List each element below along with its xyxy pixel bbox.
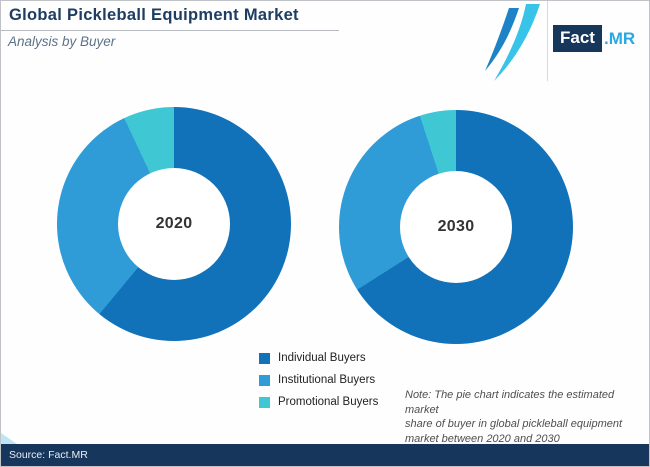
title-underline xyxy=(1,30,339,31)
legend: Individual Buyers Institutional Buyers P… xyxy=(259,347,378,413)
legend-swatch-institutional xyxy=(259,374,270,386)
footnote-line-2: share of buyer in global pickleball equi… xyxy=(405,418,623,430)
footnote-line-3: market between 2020 and 2030 xyxy=(405,432,560,445)
legend-label-institutional: Institutional Buyers xyxy=(278,374,376,386)
legend-item-individual: Individual Buyers xyxy=(259,347,378,369)
swoosh-cyan-shape xyxy=(494,4,540,81)
corner-accent-shape xyxy=(1,433,17,444)
page-subtitle: Analysis by Buyer xyxy=(8,34,116,49)
donut-2020-center-label: 2020 xyxy=(155,215,193,232)
legend-swatch-promotional xyxy=(259,396,270,408)
logo-fact-box: Fact xyxy=(553,25,602,52)
legend-item-institutional: Institutional Buyers xyxy=(259,369,378,391)
footnote-line-1: Note: The pie chart indicates the estima… xyxy=(405,389,615,416)
donut-2020-hole: 2020 xyxy=(118,168,230,280)
footer-bar: Source: Fact.MR xyxy=(1,444,649,466)
source-text: Source: Fact.MR xyxy=(9,449,88,461)
donut-chart-2020: 2020 xyxy=(57,107,291,341)
footnote: Note: The pie chart indicates the estima… xyxy=(405,388,647,446)
header-divider xyxy=(547,1,548,81)
donut-2030-hole: 2030 xyxy=(400,171,512,283)
legend-label-promotional: Promotional Buyers xyxy=(278,396,379,408)
page-title: Global Pickleball Equipment Market xyxy=(9,6,299,24)
legend-label-individual: Individual Buyers xyxy=(278,352,366,364)
factmr-logo: Fact .MR xyxy=(553,25,635,52)
legend-item-promotional: Promotional Buyers xyxy=(259,391,378,413)
swoosh-graphic xyxy=(485,4,540,81)
donut-chart-2030: 2030 xyxy=(339,110,573,344)
legend-swatch-individual xyxy=(259,352,270,364)
logo-mr-text: .MR xyxy=(603,28,636,48)
swoosh-blue-shape xyxy=(485,8,519,71)
donut-2030-center-label: 2030 xyxy=(437,218,475,235)
